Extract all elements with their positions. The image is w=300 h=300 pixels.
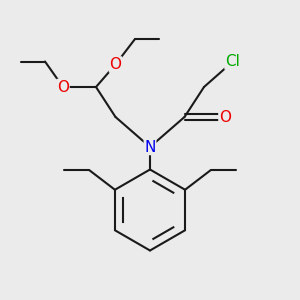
Text: O: O xyxy=(219,110,231,124)
Text: Cl: Cl xyxy=(225,54,240,69)
Text: O: O xyxy=(57,80,69,94)
Text: O: O xyxy=(110,57,122,72)
Text: N: N xyxy=(144,140,156,154)
